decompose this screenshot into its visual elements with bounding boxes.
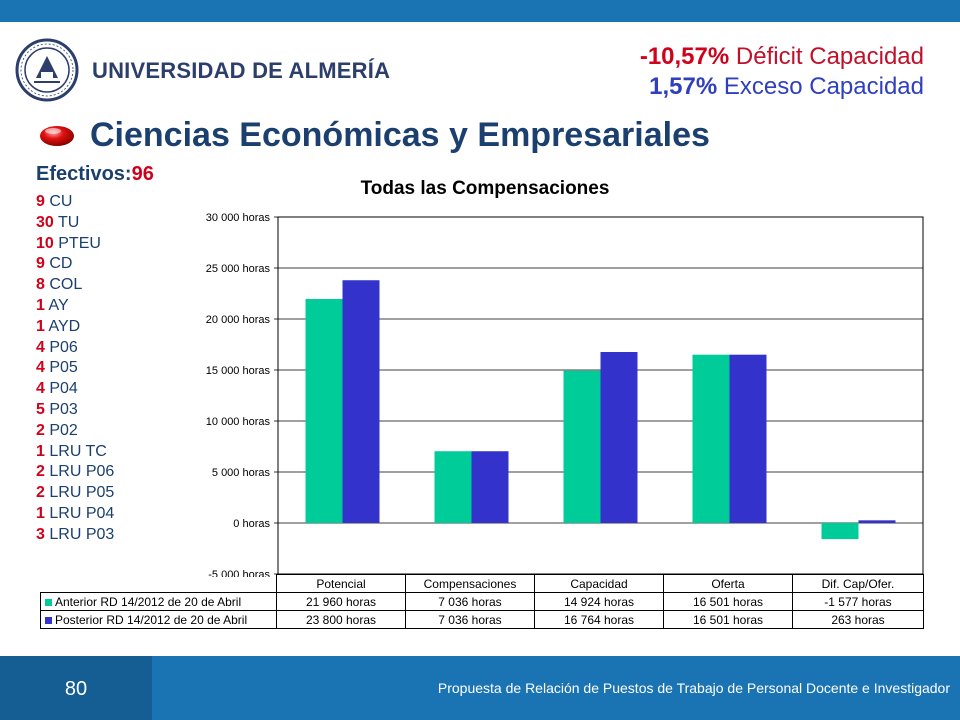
footer-bar: 80 Propuesta de Relación de Puestos de T… (0, 656, 960, 720)
excess-label: Exceso Capacidad (723, 73, 924, 100)
staff-item: 9 CU (36, 193, 73, 210)
bar-chart: 30 000 horas 25 000 horas 20 000 horas 15 0… (206, 212, 924, 577)
table-corner (40, 574, 277, 593)
excess-stat: 1,57% Exceso Capacidad (640, 72, 924, 102)
y-tick-label: 10 000 horas (206, 416, 271, 428)
y-tick-label: 5 000 horas (212, 467, 271, 479)
table-cell: 263 horas (792, 610, 924, 629)
bar-posterior (858, 520, 896, 523)
staff-item: 1 LRU P04 (36, 504, 115, 522)
y-tick-label: 30 000 horas (206, 212, 271, 224)
staff-item: 4 P06 (36, 338, 78, 356)
top-bar (0, 0, 960, 22)
staff-total-label: Efectivos: (36, 163, 132, 185)
chart-data-table: Potencial Compensaciones Capacidad Ofert… (40, 574, 924, 629)
staff-item: 4 P04 (36, 380, 78, 398)
table-header-cell: Oferta (663, 574, 793, 593)
table-cell: 23 800 horas (276, 610, 406, 629)
staff-item: 1 LRU TC (36, 442, 107, 460)
staff-item: 1 AYD (36, 317, 81, 335)
staff-item: 1 AY (36, 296, 69, 314)
staff-total: Efectivos:96 (36, 163, 154, 186)
deficit-percentage: -10,57% (639, 43, 730, 70)
deficit-label: Déficit Capacidad (735, 43, 924, 70)
legend-entry-anterior: Anterior RD 14/2012 de 20 de Abril (40, 592, 277, 611)
table-row: Posterior RD 14/2012 de 20 de Abril 23 8… (40, 610, 924, 629)
table-cell: 16 501 horas (663, 610, 793, 629)
staff-item: 9 CD (36, 255, 73, 273)
y-tick-label: 20 000 horas (206, 314, 271, 326)
legend-swatch (45, 598, 52, 606)
table-cell: -1 577 horas (792, 592, 924, 611)
excess-percentage: 1,57% (649, 73, 718, 100)
bar-anterior (434, 451, 472, 523)
bar-anterior (305, 299, 343, 523)
university-name: UNIVERSIDAD DE ALMERÍA (92, 58, 391, 83)
table-header-cell: Capacidad (534, 574, 664, 593)
chart-title: Todas las Compensaciones (360, 178, 610, 199)
legend-swatch (45, 616, 52, 624)
staff-item: 2 LRU P06 (36, 463, 115, 481)
capacity-stats: -10,57% Déficit Capacidad 1,57% Exceso C… (640, 42, 924, 102)
bar-posterior (342, 280, 380, 523)
staff-item: 2 P02 (36, 421, 78, 439)
y-tick-label: 0 horas (233, 518, 270, 530)
table-cell: 16 501 horas (663, 592, 793, 611)
staff-item: 4 P05 (36, 359, 78, 377)
staff-item: 10 PTEU (36, 234, 101, 252)
staff-list: 9 CU 30 TU 10 PTEU 9 CD 8 COL 1 AY 1 AYD… (36, 192, 114, 546)
university-seal-icon (15, 38, 79, 102)
bar-posterior (471, 451, 509, 523)
deficit-stat: -10,57% Déficit Capacidad (640, 42, 924, 72)
table-header-cell: Compensaciones (405, 574, 535, 593)
staff-item: 5 P03 (36, 400, 78, 418)
bar-anterior (563, 370, 601, 523)
table-cell: 16 764 horas (534, 610, 664, 629)
table-cell: 7 036 horas (405, 592, 535, 611)
table-header-row: Potencial Compensaciones Capacidad Ofert… (40, 574, 924, 593)
footer-text: Propuesta de Relación de Puestos de Trab… (437, 680, 950, 696)
staff-item: 3 LRU P03 (36, 525, 115, 543)
bar-anterior (821, 523, 859, 540)
table-header-cell: Dif. Cap/Ofer. (792, 574, 924, 593)
red-bullet-icon (40, 126, 74, 146)
page-number-box: 80 (0, 656, 152, 720)
table-cell: 14 924 horas (534, 592, 664, 611)
university-logo: UNIVERSIDAD DE ALMERÍA (14, 34, 390, 106)
y-tick-label: 15 000 horas (206, 365, 271, 377)
slide-title: Ciencias Económicas y Empresariales (90, 116, 710, 154)
table-header-cell: Potencial (276, 574, 406, 593)
y-tick-label: -5 000 horas (208, 569, 270, 577)
staff-item: 8 COL (36, 276, 83, 294)
bar-anterior (692, 354, 730, 523)
y-tick-label: 25 000 horas (206, 263, 271, 275)
page-number: 80 (64, 678, 88, 700)
table-cell: 7 036 horas (405, 610, 535, 629)
staff-item: 2 LRU P05 (36, 484, 115, 502)
table-cell: 21 960 horas (276, 592, 406, 611)
staff-total-number: 96 (131, 163, 154, 185)
staff-item: 30 TU (36, 213, 80, 231)
legend-entry-posterior: Posterior RD 14/2012 de 20 de Abril (40, 610, 277, 629)
table-row: Anterior RD 14/2012 de 20 de Abril 21 96… (40, 592, 924, 611)
bar-posterior (729, 354, 767, 523)
bar-posterior (600, 352, 638, 523)
